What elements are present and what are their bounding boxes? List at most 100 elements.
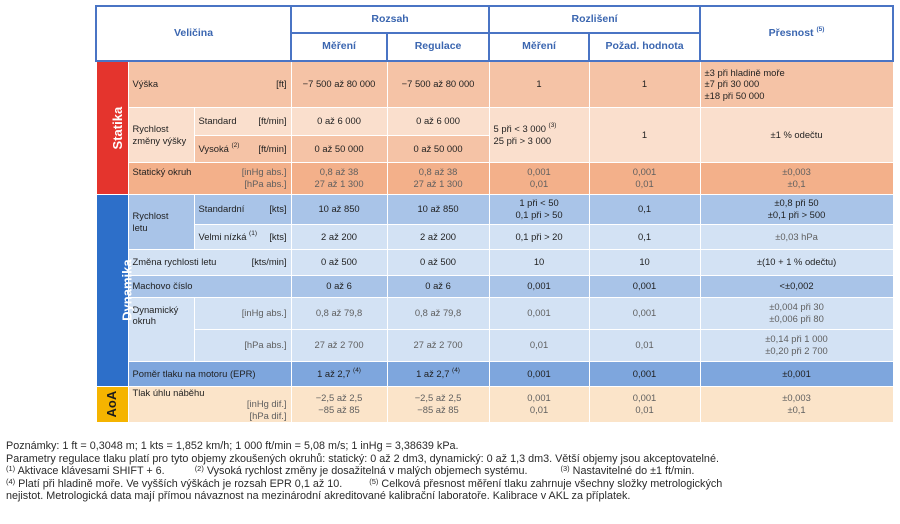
cell-accuracy: ±0,004 při 30 ±0,006 při 80 <box>699 296 894 330</box>
table-row: Poměr tlaku na motoru (EPR) 1 až 2,7 (4)… <box>96 360 894 387</box>
cell-value: 27 až 2 700 <box>386 328 490 362</box>
row-label-rate-change: Změna rychlosti letu [kts/min] <box>127 248 292 276</box>
cell-value: 0 až 500 <box>290 248 388 276</box>
cell-value: 0,1 <box>588 193 701 225</box>
row-label-mach: Machovo číslo <box>127 274 292 298</box>
cell-accuracy: ±0,8 při 50 ±0,1 při > 500 <box>699 193 894 225</box>
cell-value: 10 až 850 <box>290 193 388 225</box>
row-label-dyn-circuit: Dynamický okruh <box>127 296 195 362</box>
table-row: Statika Výška [ft] −7 500 až 80 000 −7 50… <box>95 60 894 195</box>
cell-value: 1 <box>588 60 701 108</box>
section-aoa: AoA <box>95 385 129 423</box>
row-label-static-circuit: Statický okruh [inHg abs.] [hPa abs.] <box>127 161 292 195</box>
section-dynamics: Dynamika <box>95 193 134 387</box>
cell-value: 0 až 6 <box>290 274 388 298</box>
table-row: Rychlost změny výšky Standard [ft/min] 0 a… <box>96 106 894 163</box>
cell-value: 0 až 50 000 <box>386 134 490 163</box>
row-unit: [hPa abs.] <box>193 328 292 362</box>
row-label-airspeed: Rychlost letu <box>127 193 195 250</box>
row-sublabel-high: Vysoká (2) [ft/min] <box>193 134 292 163</box>
cell-value: 0,001 <box>488 296 590 330</box>
row-sublabel-standard: Standard [ft/min] <box>193 106 292 136</box>
cell-accuracy: ±0,03 hPa <box>699 223 894 250</box>
cell-value: 10 <box>588 248 701 276</box>
header-measure: Měření <box>290 32 389 62</box>
cell-value: 0 až 6 000 <box>386 106 490 136</box>
cell-value: 0,001 0,01 <box>488 385 590 423</box>
table-row: AoA Tlak úhlu náběhu [inHg dif.] [hPa dif.… <box>95 385 894 423</box>
note-metrology: nejistot. Metrologická data mají přímou … <box>6 490 631 503</box>
cell-value: 0 až 50 000 <box>290 134 388 163</box>
header-quantity: Veličina <box>94 5 293 62</box>
note-footnotes-2: (4) Platí při hladině moře. Ve vyšších v… <box>6 476 723 490</box>
section-statics: Statika <box>95 60 129 195</box>
header-res-measure: Měření <box>488 32 591 62</box>
table-row: Vysoká (2) [ft/min] 0 až 50 000 0 až 50 0… <box>96 134 893 163</box>
cell-value: 0,8 až 38 27 až 1 300 <box>290 161 388 195</box>
cell-value: 0,8 až 79,8 <box>290 296 388 330</box>
row-unit: [inHg abs.] <box>193 296 292 330</box>
cell-value: 10 až 850 <box>386 193 490 225</box>
cell-accuracy: ±3 při hladině moře ±7 při 30 000 ±18 při … <box>699 60 894 108</box>
cell-accuracy: ±1 % odečtu <box>699 106 894 163</box>
row-sublabel-very-low: Velmi nízká (1) [kts] <box>193 223 292 250</box>
cell-accuracy: ±0,003 ±0,1 <box>699 161 894 195</box>
table-row: [hPa abs.] 27 až 2 700 27 až 2 700 0,01 … <box>96 328 894 362</box>
cell-value: 1 <box>588 106 701 163</box>
header-resolution: Rozlišení <box>488 5 702 34</box>
cell-value: 1 až 2,7 (4) <box>386 360 490 387</box>
cell-value: 1 při < 50 0,1 při > 50 <box>488 193 590 225</box>
cell-value: 2 až 200 <box>290 223 388 250</box>
cell-accuracy: ±0,14 při 1 000 ±0,20 při 2 700 <box>699 328 894 362</box>
cell-value: 10 <box>488 248 590 276</box>
cell-value: −2,5 až 2,5 −85 až 85 <box>290 385 388 423</box>
table-row: Machovo číslo 0 až 6 0 až 6 0,001 0,001 … <box>96 274 894 298</box>
cell-value: 0,01 <box>488 328 590 362</box>
cell-value: 0,1 při > 20 <box>488 223 590 250</box>
table-row: Velmi nízká (1) [kts] 2 až 200 2 až 200 0… <box>96 223 894 250</box>
cell-value: 1 <box>488 60 590 108</box>
row-label-altitude: Výška [ft] <box>127 60 292 108</box>
note-footnotes-1: (1) Aktivace klávesami SHIFT + 6. (2) Vy… <box>6 464 695 478</box>
row-label-climb: Rychlost změny výšky <box>127 106 195 163</box>
cell-value: 0,001 0,01 <box>588 161 701 195</box>
header-res-required: Požad. hodnota <box>588 32 702 62</box>
cell-value: 0 až 6 000 <box>290 106 388 136</box>
cell-accuracy: ±(10 + 1 % odečtu) <box>699 248 894 276</box>
cell-value: 0,8 až 79,8 <box>386 296 490 330</box>
cell-accuracy: <±0,002 <box>699 274 894 298</box>
cell-value: 1 až 2,7 (4) <box>290 360 388 387</box>
row-label-epr: Poměr tlaku na motoru (EPR) <box>127 360 292 387</box>
cell-accuracy: ±0,001 <box>699 360 894 387</box>
cell-value: 0,001 <box>588 360 701 387</box>
row-label-aoa: Tlak úhlu náběhu [inHg dif.] [hPa dif.] <box>127 385 292 423</box>
cell-value: 5 při < 3 000 (3) 25 při > 3 000 <box>488 106 590 163</box>
cell-value: 2 až 200 <box>386 223 490 250</box>
spec-table: Veličina Rozsah Rozlišení Přesnost (5) M… <box>94 5 895 423</box>
cell-value: 0,001 <box>588 296 701 330</box>
table-row: Změna rychlosti letu [kts/min] 0 až 500 0… <box>96 248 894 276</box>
header-regulation: Regulace <box>386 32 491 62</box>
note-units: Poznámky: 1 ft = 0,3048 m; 1 kts = 1,852… <box>6 440 459 452</box>
cell-value: −7 500 až 80 000 <box>290 60 388 108</box>
cell-value: 0 až 6 <box>386 274 490 298</box>
cell-value: 0,001 <box>488 274 590 298</box>
cell-value: −7 500 až 80 000 <box>386 60 490 108</box>
cell-value: 0,001 0,01 <box>588 385 701 423</box>
table-row: Dynamický okruh [inHg abs.] 0,8 až 79,8 0… <box>96 296 894 362</box>
cell-value: 0,8 až 38 27 až 1 300 <box>386 161 490 195</box>
table-row: Statický okruh [inHg abs.] [hPa abs.] 0,8 … <box>96 161 894 195</box>
cell-value: 27 až 2 700 <box>290 328 388 362</box>
cell-value: 0,001 <box>488 360 590 387</box>
cell-value: 0 až 500 <box>386 248 490 276</box>
cell-value: 0,001 0,01 <box>488 161 590 195</box>
cell-value: 0,01 <box>588 328 701 362</box>
cell-value: −2,5 až 2,5 −85 až 85 <box>386 385 490 423</box>
cell-value: 0,001 <box>588 274 701 298</box>
header-range: Rozsah <box>290 5 491 34</box>
header-accuracy: Přesnost (5) <box>699 5 895 62</box>
cell-accuracy: ±0,003 ±0,1 <box>699 385 894 423</box>
note-volumes: Parametry regulace tlaku platí pro tyto … <box>6 452 719 465</box>
row-sublabel-standard-speed: Standardní [kts] <box>193 193 292 225</box>
